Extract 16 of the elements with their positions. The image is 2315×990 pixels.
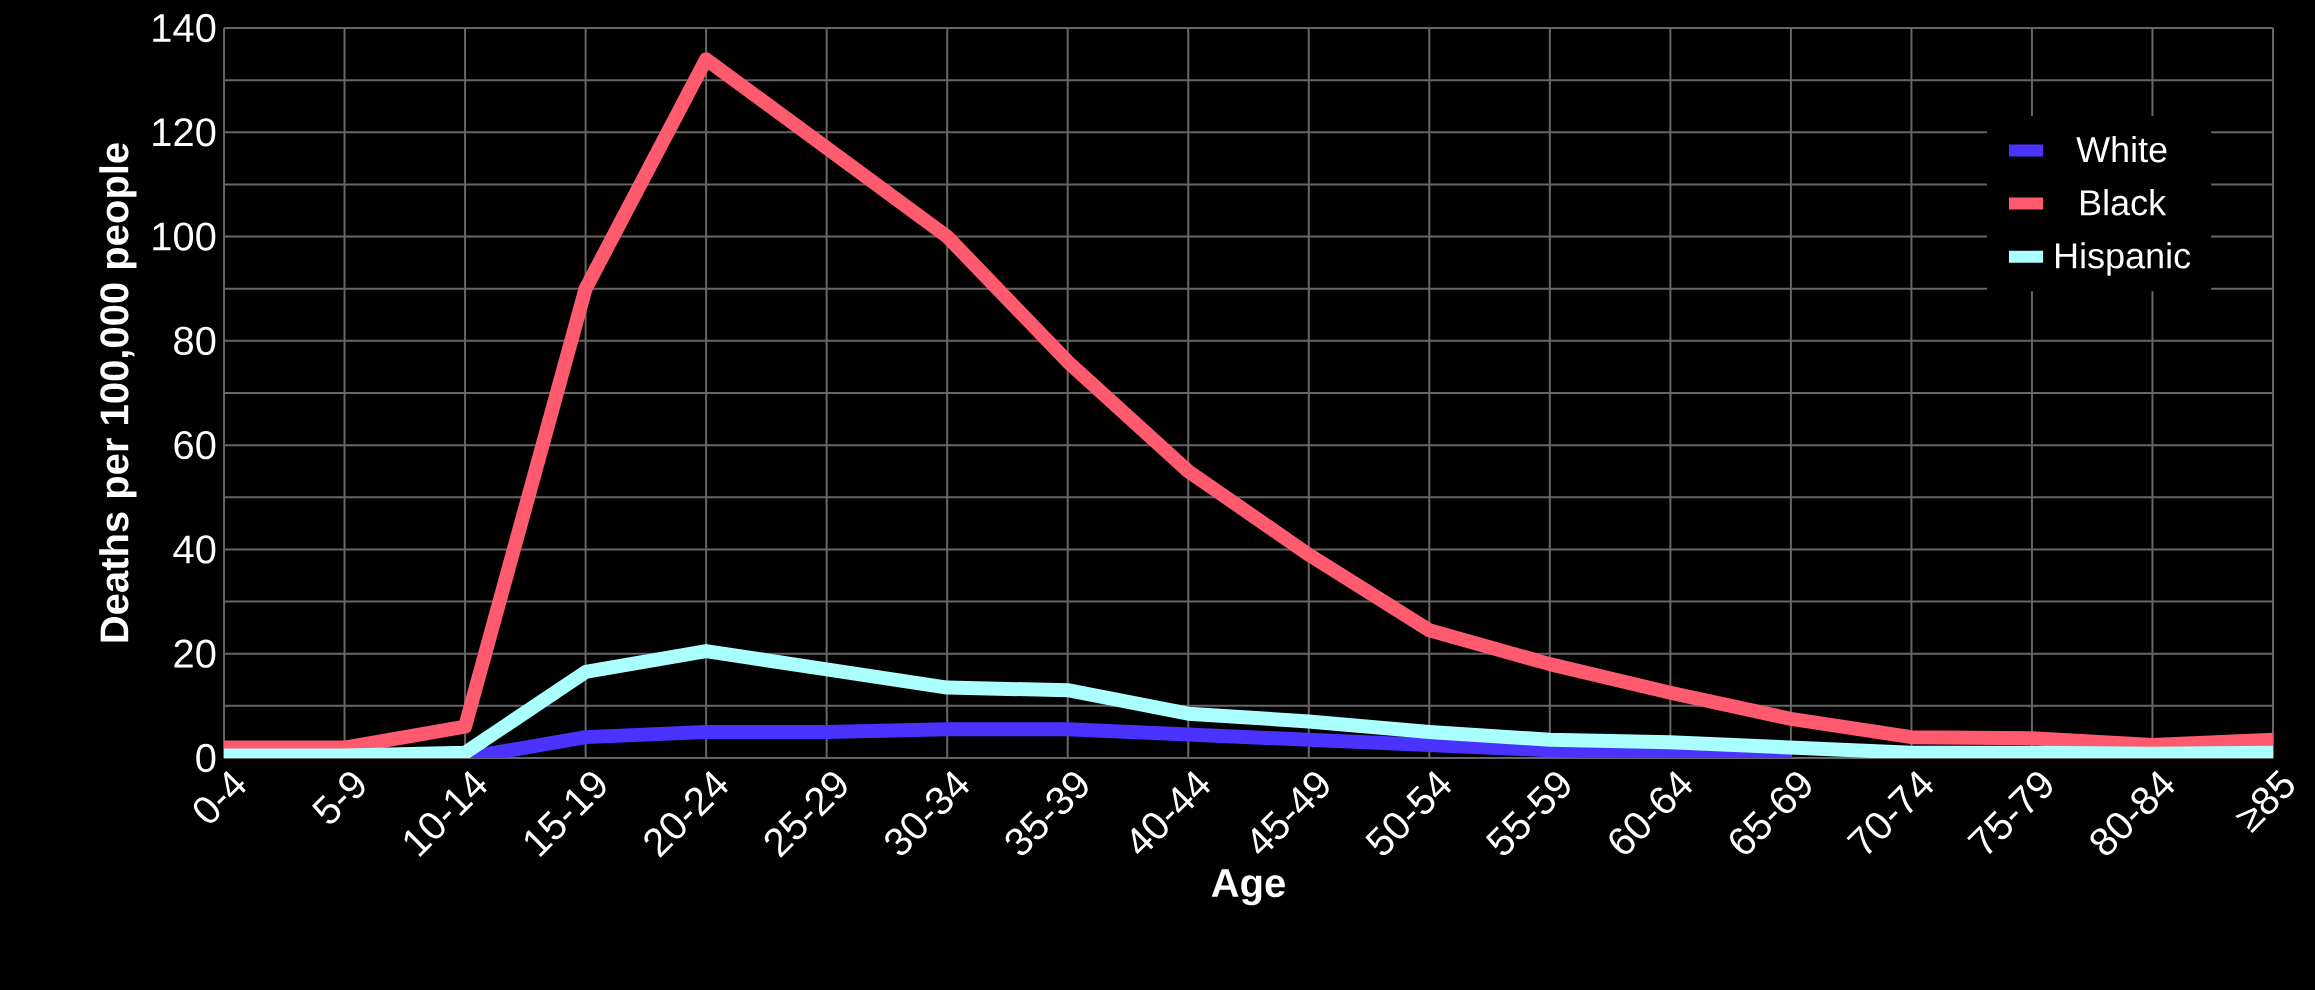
y-tick-label: 100 <box>153 222 216 251</box>
legend-label: Hispanic <box>2056 242 2191 276</box>
x-axis-title: Age <box>1211 869 1285 906</box>
x-tick-label: ≥85 <box>2235 769 2294 833</box>
y-tick-label: 120 <box>153 118 216 147</box>
x-tick-label: 5-9 <box>311 772 365 824</box>
y-tick-label: 60 <box>174 430 216 460</box>
legend-label: Black <box>2081 189 2167 216</box>
legend-label: White <box>2076 135 2167 163</box>
y-axis-title: Deaths per 100,000 people <box>99 143 137 642</box>
y-tick-label: 0 <box>196 743 216 773</box>
y-tick-label: 40 <box>173 535 216 564</box>
y-tick-label: 20 <box>174 639 216 668</box>
y-tick-label: 140 <box>153 13 216 43</box>
x-tick-label: 0-4 <box>193 770 246 823</box>
y-tick-label: 80 <box>174 326 216 355</box>
